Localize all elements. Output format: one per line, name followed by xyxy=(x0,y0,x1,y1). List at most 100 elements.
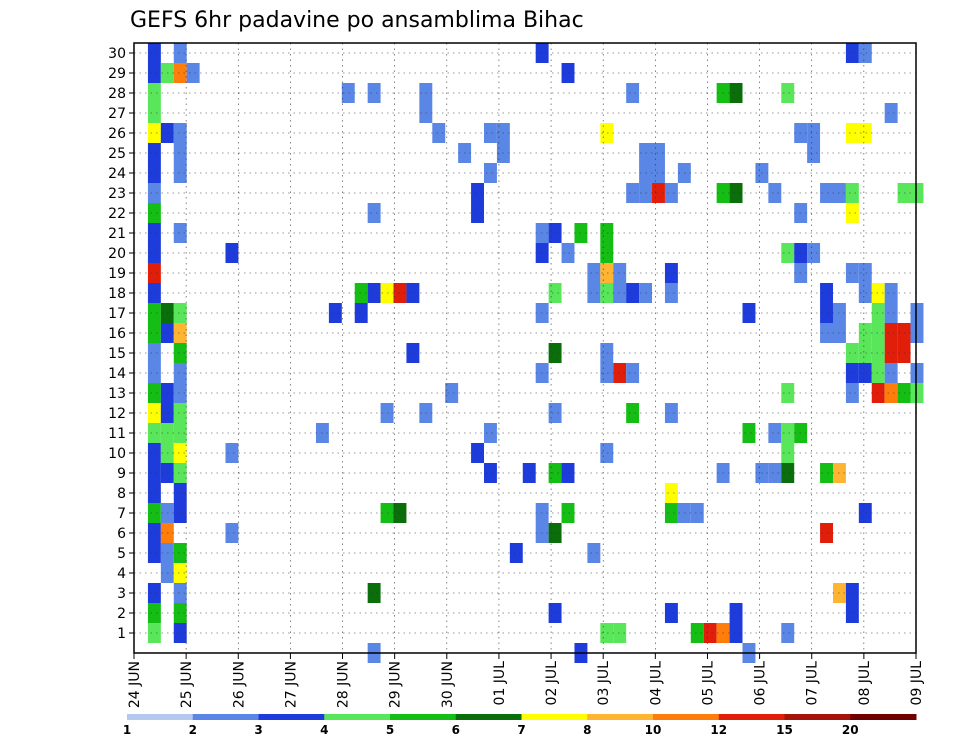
precip-cell xyxy=(781,463,795,483)
precip-cell xyxy=(664,183,678,203)
x-tick-label: 27 JUN xyxy=(283,661,299,708)
precip-cell xyxy=(147,603,161,623)
x-tick-label: 09 JUL xyxy=(909,661,925,706)
y-tick-label: 7 xyxy=(117,506,126,522)
precip-cell xyxy=(147,463,161,483)
precip-cell xyxy=(729,603,743,623)
colorbar-label: 5 xyxy=(386,723,394,737)
precip-cell xyxy=(561,63,575,83)
precip-cell xyxy=(781,623,795,643)
precip-cell xyxy=(173,543,187,563)
plot-frame xyxy=(133,42,917,654)
precip-cell xyxy=(147,483,161,503)
y-tick-label: 14 xyxy=(108,366,126,382)
precip-cell xyxy=(173,483,187,503)
precip-cell xyxy=(173,443,187,463)
precip-cell xyxy=(225,443,239,463)
precip-cell xyxy=(147,163,161,183)
precip-cell xyxy=(173,163,187,183)
colorbar-segment xyxy=(653,714,720,720)
precip-cell xyxy=(664,603,678,623)
precip-cell xyxy=(548,463,562,483)
precip-cell xyxy=(406,283,420,303)
precip-cell xyxy=(173,463,187,483)
y-tick-label: 28 xyxy=(108,86,126,102)
precip-cell xyxy=(587,283,601,303)
y-tick-label: 15 xyxy=(108,346,126,362)
precip-cell xyxy=(871,343,885,363)
precip-cell xyxy=(871,303,885,323)
y-tick-label: 26 xyxy=(108,126,126,142)
precip-cell xyxy=(173,123,187,143)
precip-cell xyxy=(432,123,446,143)
precip-cell xyxy=(406,343,420,363)
colorbar-segment xyxy=(324,714,391,720)
precip-cell xyxy=(613,263,627,283)
y-tick-label: 8 xyxy=(117,486,126,502)
x-tick-label: 28 JUN xyxy=(336,661,352,708)
precip-cell xyxy=(147,263,161,283)
precip-cell xyxy=(910,323,924,343)
precip-cell xyxy=(225,243,239,263)
precip-cell xyxy=(147,543,161,563)
y-tick-label: 29 xyxy=(108,66,126,82)
precip-cell xyxy=(664,283,678,303)
precip-cell xyxy=(729,183,743,203)
y-tick-label: 9 xyxy=(117,466,126,482)
colorbar-label: 2 xyxy=(189,723,197,737)
precip-cell xyxy=(471,443,484,463)
x-axis-ticks: 24 JUN 25 JUN 26 JUN 27 JUN 28 JUN 29 JUN 30 J… xyxy=(127,653,925,708)
precip-cell xyxy=(690,623,704,643)
precip-cell xyxy=(147,583,161,603)
precip-cell xyxy=(742,423,756,443)
precip-cell xyxy=(807,243,821,263)
precip-cell xyxy=(600,123,614,143)
precip-cell xyxy=(768,423,782,443)
precip-cell xyxy=(626,403,640,423)
colorbar-label: 4 xyxy=(320,723,328,737)
precip-cell xyxy=(626,183,640,203)
precip-cell xyxy=(587,263,601,283)
precip-cell xyxy=(173,563,187,583)
precip-cell xyxy=(781,423,795,443)
precip-cell xyxy=(858,363,872,383)
colorbar-label: 15 xyxy=(776,723,793,737)
precip-cell xyxy=(600,223,614,243)
precip-cell xyxy=(173,63,187,83)
precip-cell xyxy=(173,623,187,643)
precip-cell xyxy=(613,283,627,303)
precip-cell xyxy=(820,303,833,323)
precip-cell xyxy=(186,63,200,83)
precip-cell xyxy=(147,403,161,423)
colorbar-label: 10 xyxy=(645,723,662,737)
precip-cell xyxy=(483,123,497,143)
precip-cell xyxy=(600,443,614,463)
precip-cell xyxy=(845,263,859,283)
colorbar-segment xyxy=(718,714,785,720)
x-tick-label: 05 JUL xyxy=(700,661,716,706)
precip-cell xyxy=(561,503,575,523)
precip-cell xyxy=(820,183,833,203)
colorbar-label: 3 xyxy=(254,723,262,737)
precip-cell xyxy=(871,363,885,383)
precip-cell xyxy=(871,383,885,403)
precip-cell xyxy=(173,403,187,423)
precip-cell xyxy=(884,323,898,343)
precip-cell xyxy=(173,323,187,343)
precip-cell xyxy=(147,223,161,243)
precip-cell xyxy=(871,323,885,343)
x-tick-label: 30 JUN xyxy=(440,661,456,708)
colorbar: 1 2 3 4 5 6 7 8 10 12 15 20 xyxy=(123,714,917,737)
precip-cell xyxy=(845,603,859,623)
precip-cell xyxy=(367,203,381,223)
y-tick-label: 2 xyxy=(117,606,126,622)
precip-cell xyxy=(173,583,187,603)
precip-cell xyxy=(147,43,161,63)
precip-cell xyxy=(561,463,575,483)
y-tick-label: 30 xyxy=(108,46,126,62)
precip-cell xyxy=(173,363,187,383)
precip-cell xyxy=(910,183,924,203)
y-tick-label: 17 xyxy=(108,306,126,322)
colorbar-segment xyxy=(455,714,522,720)
y-tick-label: 27 xyxy=(108,106,126,122)
